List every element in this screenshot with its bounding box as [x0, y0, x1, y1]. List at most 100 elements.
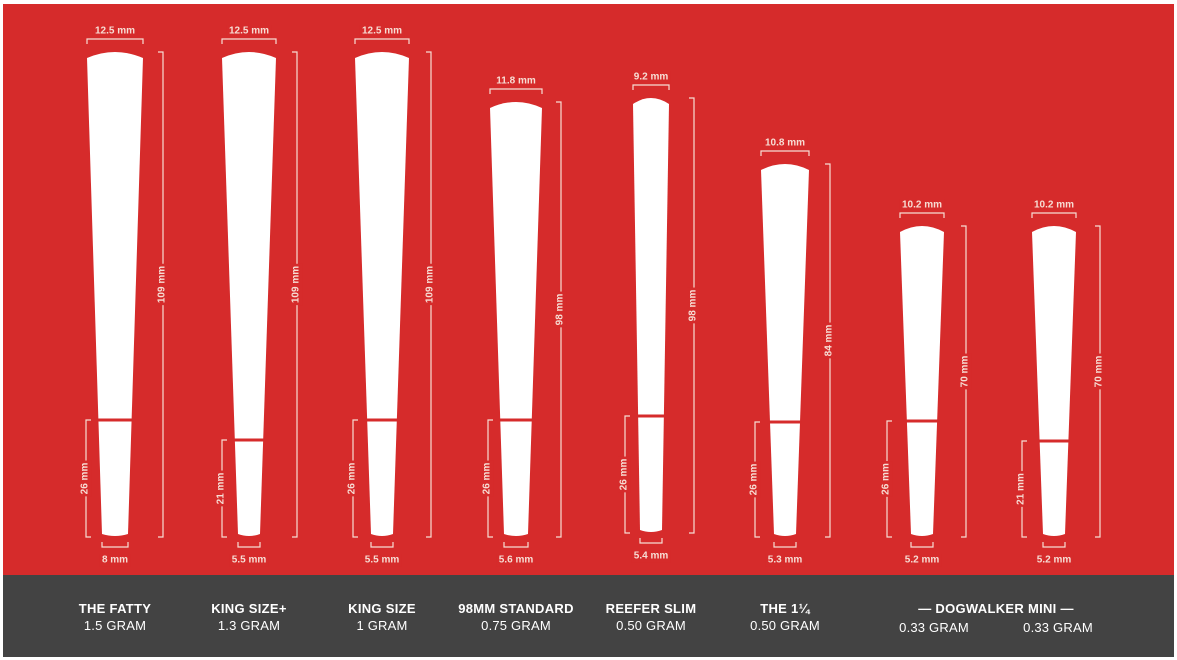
top-width-bracket [86, 38, 144, 44]
bottom-width-label: 5.2 mm [1037, 555, 1072, 566]
filter-label: 26 mm [619, 459, 630, 491]
bottom-width-label: 8 mm [102, 555, 128, 566]
top-width-bracket [760, 150, 810, 156]
cone-name: KING SIZE [348, 601, 416, 616]
top-width-label: 12.5 mm [229, 26, 269, 37]
filter-label: 26 mm [347, 463, 358, 495]
label-knockout [747, 461, 761, 498]
filter-label: 21 mm [1016, 473, 1027, 505]
bottom-width-bracket [639, 538, 663, 544]
label-knockout [899, 198, 945, 212]
cone-name: KING SIZE+ [211, 601, 287, 616]
label-knockout [879, 461, 893, 497]
label-knockout [423, 263, 437, 306]
label-knockout [155, 263, 169, 306]
label-knockout [229, 553, 269, 567]
length-label: 98 mm [688, 290, 699, 322]
cone-name: 98MM STANDARD [458, 601, 574, 616]
length-label: 109 mm [425, 266, 436, 303]
bottom-width-label: 5.4 mm [634, 551, 669, 562]
cone-diagram: 12.5 mm 8 mm 109 mm 26 mm 12.5 mm 5.5 mm 109 m… [3, 4, 1174, 575]
group-title-dogwalker: — DOGWALKER MINI — [918, 601, 1074, 616]
label-knockout [226, 24, 272, 38]
top-width-label: 11.8 mm [496, 76, 536, 87]
label-knockout [686, 287, 700, 324]
bottom-width-bracket [503, 542, 529, 548]
cone-label: REEFER SLIM 0.50 GRAM [576, 601, 726, 633]
label-knockout [92, 24, 138, 38]
label-knockout [902, 553, 942, 567]
cone-body [761, 164, 809, 536]
length-label: 70 mm [1094, 356, 1105, 388]
label-knockout [1031, 198, 1077, 212]
top-width-bracket [221, 38, 277, 44]
cone-weight: 0.50 GRAM [750, 618, 820, 633]
bottom-width-label: 5.6 mm [499, 555, 534, 566]
label-knockout [762, 136, 808, 150]
length-label: 70 mm [960, 356, 971, 388]
top-width-label: 9.2 mm [634, 72, 669, 83]
label-knockout [958, 353, 972, 390]
label-knockout [553, 291, 567, 328]
label-knockout [214, 470, 228, 507]
top-width-bracket [632, 84, 670, 90]
bottom-width-bracket [910, 542, 934, 548]
label-knockout [99, 553, 131, 567]
label-knockout [617, 456, 631, 493]
label-knockout [359, 24, 405, 38]
bottom-width-label: 5.3 mm [768, 555, 803, 566]
cone-body [1032, 226, 1076, 536]
label-knockout [1092, 353, 1106, 390]
filter-label: 21 mm [216, 473, 227, 505]
cone-name: THE FATTY [78, 601, 152, 616]
cone-weight: 1.3 GRAM [217, 618, 281, 633]
cone-label: 0.33 GRAM [983, 618, 1133, 635]
cone-weight: 0.50 GRAM [616, 618, 686, 633]
length-label: 109 mm [157, 266, 168, 303]
cone-name: REEFER SLIM [605, 601, 697, 616]
cone-label: THE 1¼ 0.50 GRAM [710, 601, 860, 633]
top-width-bracket [899, 212, 945, 218]
cone-body [900, 226, 944, 536]
top-width-label: 10.2 mm [1034, 200, 1074, 211]
bottom-width-bracket [1042, 542, 1066, 548]
cone-body [222, 52, 276, 536]
bottom-width-label: 5.5 mm [232, 555, 267, 566]
cone-label: KING SIZE+ 1.3 GRAM [174, 601, 324, 633]
label-knockout [1034, 553, 1074, 567]
top-width-label: 12.5 mm [362, 26, 402, 37]
label-knockout [78, 460, 92, 497]
cone-body [355, 52, 409, 536]
top-width-label: 10.2 mm [902, 200, 942, 211]
label-knockout [631, 549, 671, 563]
filter-label: 26 mm [881, 463, 892, 495]
cone-label: KING SIZE 1 GRAM [307, 601, 457, 633]
cone-label: THE FATTY 1.5 GRAM [40, 601, 190, 633]
cone-label: 0.33 GRAM [859, 618, 1009, 635]
length-label: 84 mm [824, 325, 835, 357]
top-width-bracket [1031, 212, 1077, 218]
cone-body [633, 98, 669, 532]
cone-weight: 0.33 GRAM [1023, 620, 1093, 635]
label-knockout [480, 460, 494, 497]
cone-weight: 0.33 GRAM [899, 620, 969, 635]
bottom-width-bracket [237, 542, 261, 548]
filter-label: 26 mm [749, 464, 760, 496]
top-width-label: 10.8 mm [765, 138, 805, 149]
label-knockout [289, 263, 303, 306]
bottom-width-bracket [101, 542, 129, 548]
filter-label: 26 mm [80, 463, 91, 495]
top-width-bracket [489, 88, 543, 94]
length-label: 109 mm [291, 266, 302, 303]
red-background [3, 4, 1174, 575]
length-label: 98 mm [555, 294, 566, 326]
cone-weight: 1 GRAM [356, 618, 408, 633]
label-knockout [345, 460, 359, 497]
filter-label: 26 mm [482, 463, 493, 495]
label-knockout [494, 74, 538, 88]
bottom-width-label: 5.2 mm [905, 555, 940, 566]
cone-label: 98MM STANDARD 0.75 GRAM [441, 601, 591, 633]
top-width-bracket [354, 38, 410, 44]
cone-name: THE 1¼ [760, 601, 810, 616]
label-knockout [362, 553, 402, 567]
